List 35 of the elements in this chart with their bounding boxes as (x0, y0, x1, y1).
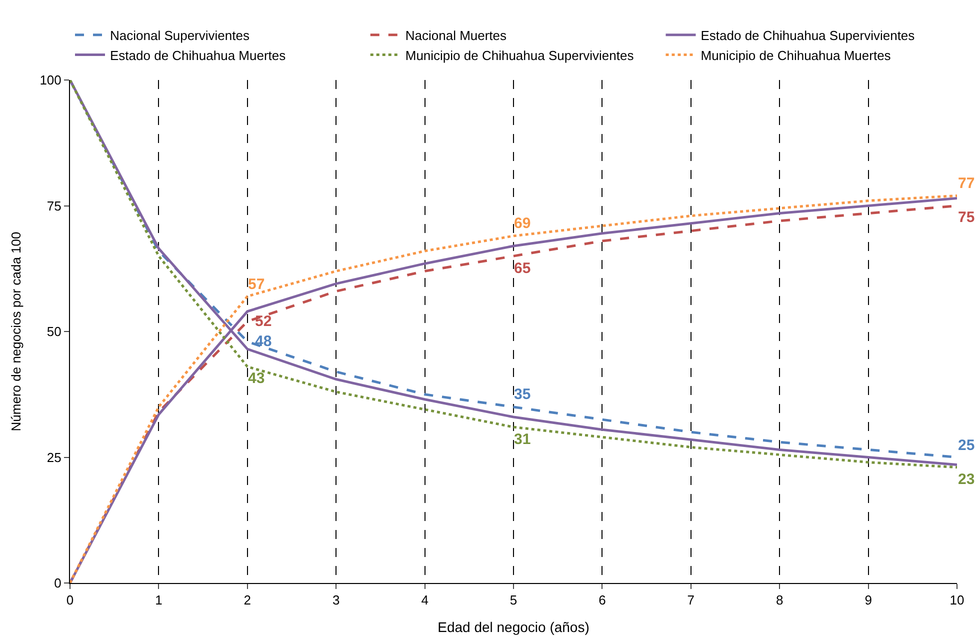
x-tick-label: 9 (864, 592, 872, 608)
y-axis-title: Número de negocios por cada 100 (8, 232, 24, 432)
legend-label: Municipio de Chihuahua Muertes (700, 48, 892, 63)
data-label: 75 (958, 209, 975, 226)
data-label: 23 (958, 471, 975, 488)
x-tick-label: 4 (421, 592, 428, 608)
data-label: 25 (958, 437, 975, 454)
legend-label: Nacional Supervivientes (110, 28, 250, 43)
data-label: 31 (514, 431, 531, 448)
x-tick-label: 7 (687, 592, 695, 608)
legend-label: Estado de Chihuahua Supervivientes (700, 28, 916, 43)
legend-label: Estado de Chihuahua Muertes (110, 48, 286, 63)
x-axis-title: Edad del negocio (años) (438, 618, 590, 635)
data-label: 48 (255, 333, 272, 350)
data-label: 35 (514, 386, 531, 403)
x-tick-label: 2 (244, 592, 252, 608)
y-tick-label: 0 (54, 576, 62, 591)
x-tick-label: 6 (598, 592, 606, 608)
x-tick-label: 3 (332, 592, 340, 608)
x-tick-label: 10 (950, 592, 964, 608)
legend-label: Municipio de Chihuahua Supervivientes (405, 48, 634, 63)
legend-label: Nacional Muertes (405, 28, 508, 43)
y-tick-label: 100 (40, 72, 62, 88)
x-tick-label: 5 (510, 592, 518, 608)
data-label: 65 (514, 260, 531, 277)
data-label: 69 (514, 215, 531, 232)
x-tick-label: 8 (776, 592, 784, 608)
x-tick-label: 1 (155, 592, 162, 608)
y-tick-label: 25 (46, 450, 62, 465)
data-label: 43 (248, 370, 265, 387)
x-tick-label: 0 (66, 592, 74, 608)
data-label: 57 (248, 276, 265, 293)
y-tick-label: 75 (46, 198, 62, 214)
data-label: 77 (958, 175, 975, 192)
y-tick-label: 50 (46, 324, 62, 340)
